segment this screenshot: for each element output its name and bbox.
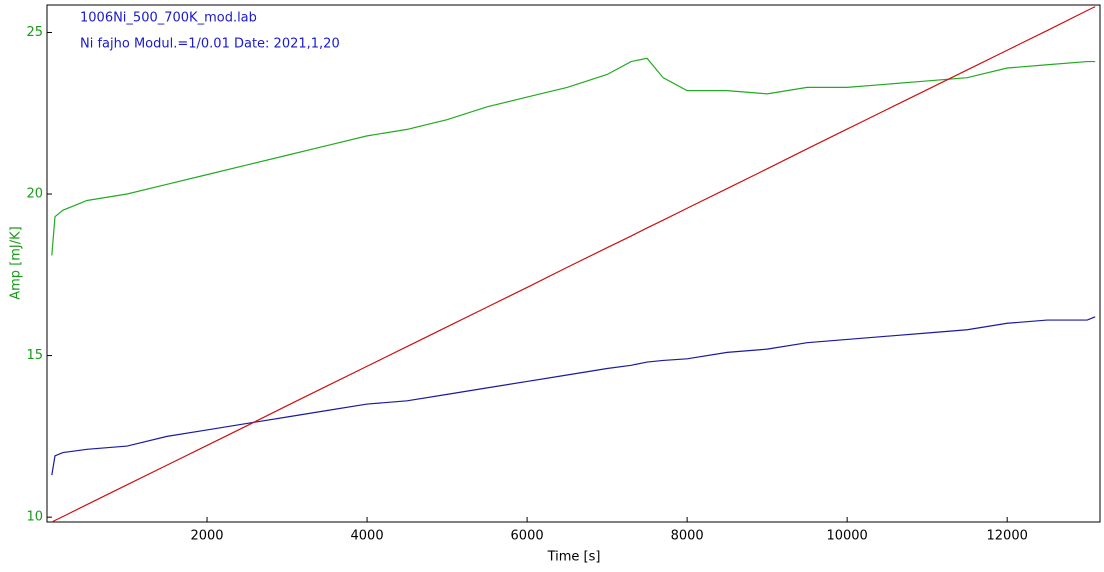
data-line — [51, 316, 1096, 476]
x-tick-label: 8000 — [671, 529, 704, 544]
annotation: 1006Ni_500_700K_mod.lab — [80, 11, 257, 26]
y-tick-label: 25 — [26, 25, 43, 40]
x-axis-label: Time [s] — [547, 550, 601, 565]
x-tick-label: 6000 — [511, 529, 544, 544]
y-tick-label: 15 — [26, 348, 43, 363]
annotation: Ni fajho Modul.=1/0.01 Date: 2021,1,20 — [80, 37, 340, 52]
x-tick-label: 4000 — [351, 529, 384, 544]
y-axis-label: Amp [mJ/K] — [9, 226, 24, 300]
data-line — [51, 57, 1096, 256]
x-tick-label: 10000 — [826, 529, 867, 544]
x-tick-label: 12000 — [987, 529, 1028, 544]
plot-frame — [46, 4, 1101, 523]
data-line — [51, 6, 1096, 523]
y-tick-label: 10 — [26, 510, 43, 525]
x-tick-label: 2000 — [190, 529, 223, 544]
y-tick-label: 20 — [26, 187, 43, 202]
